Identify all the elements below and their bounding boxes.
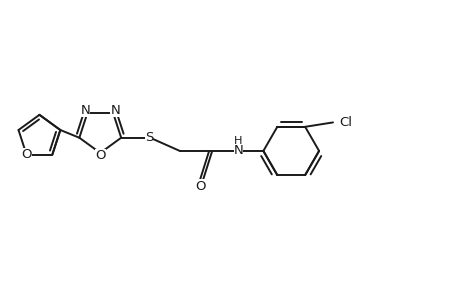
Text: N: N	[80, 104, 90, 117]
Text: O: O	[195, 180, 205, 193]
Text: N: N	[110, 104, 120, 117]
Text: H: H	[234, 136, 242, 146]
Text: S: S	[145, 131, 153, 144]
Text: N: N	[233, 144, 243, 158]
Text: O: O	[21, 148, 32, 161]
Text: O: O	[95, 149, 105, 162]
Text: Cl: Cl	[339, 116, 352, 129]
